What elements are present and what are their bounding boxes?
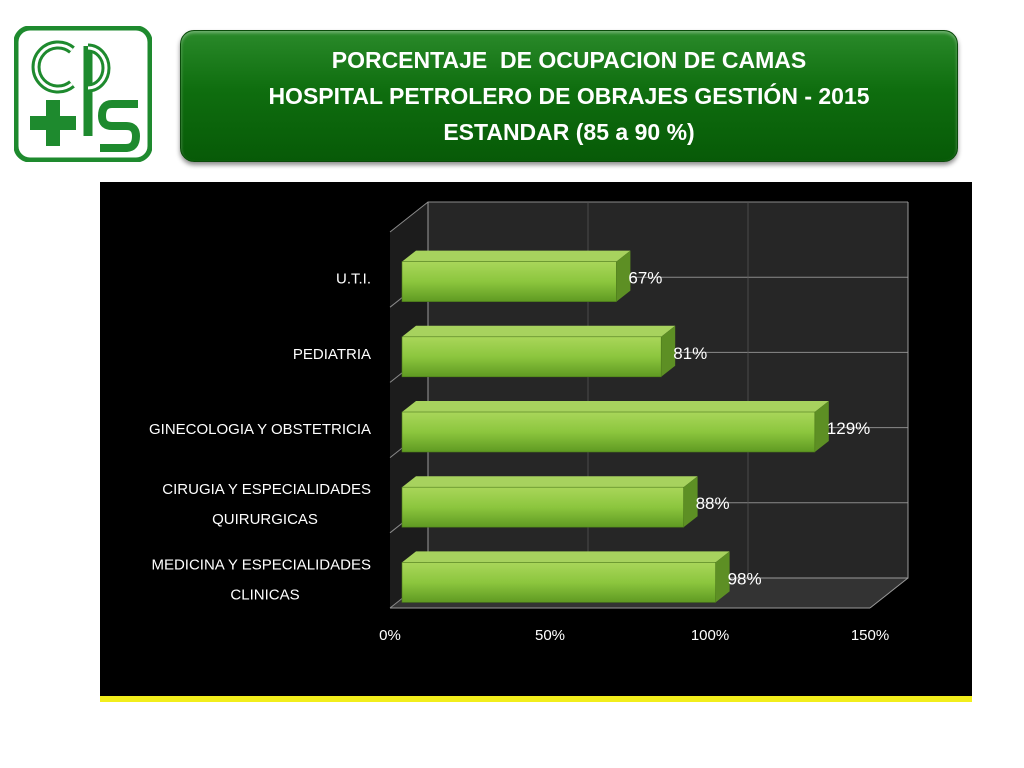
- title-banner: PORCENTAJE DE OCUPACION DE CAMAS HOSPITA…: [180, 30, 958, 162]
- bar-top: [402, 476, 698, 488]
- bar: [401, 562, 716, 603]
- category-label: PEDIATRIA: [293, 346, 371, 363]
- category-label: CLINICAS: [230, 586, 299, 603]
- data-label: 129%: [827, 419, 870, 438]
- bar-top: [402, 250, 631, 262]
- bar-end: [814, 401, 829, 452]
- bar-top: [402, 551, 730, 563]
- category-label: CIRUGIA Y ESPECIALIDADES: [162, 481, 371, 498]
- chart-panel: 67% U.T.I. 81% PEDIATRIA 129% GINECOLOGIA Y O…: [100, 182, 972, 702]
- bar: [401, 486, 684, 528]
- title-line-1: PORCENTAJE DE OCUPACION DE CAMAS: [331, 47, 807, 73]
- bar-top: [402, 325, 676, 337]
- cps-logo-icon: [14, 26, 152, 162]
- bar-end: [715, 551, 730, 603]
- data-label: 67%: [628, 269, 662, 288]
- bar: [401, 411, 816, 453]
- data-label: 88%: [696, 494, 730, 513]
- bar-top: [402, 401, 829, 412]
- bar-end: [616, 250, 631, 302]
- bar: [401, 336, 662, 378]
- bar: [401, 261, 617, 302]
- bar-end: [661, 325, 676, 377]
- title-line-2: HOSPITAL PETROLERO DE OBRAJES GESTIÓN - …: [268, 83, 870, 109]
- x-tick-label: 100%: [691, 627, 729, 644]
- category-label: MEDICINA Y ESPECIALIDADES: [151, 556, 371, 573]
- category-label: QUIRURGICAS: [212, 511, 318, 528]
- category-label: U.T.I.: [336, 271, 371, 288]
- x-tick-label: 50%: [535, 627, 565, 644]
- x-tick-label: 0%: [379, 627, 401, 644]
- bar-chart: 67% U.T.I. 81% PEDIATRIA 129% GINECOLOGIA Y O…: [149, 201, 909, 644]
- data-label: 81%: [673, 344, 707, 363]
- x-tick-label: 150%: [851, 627, 889, 644]
- bar-end: [683, 476, 698, 528]
- title-line-3: ESTANDAR (85 a 90 %): [443, 119, 695, 145]
- category-label: GINECOLOGIA Y OBSTETRICIA: [149, 421, 371, 438]
- floor-edge: [869, 577, 909, 609]
- data-label: 98%: [728, 569, 762, 588]
